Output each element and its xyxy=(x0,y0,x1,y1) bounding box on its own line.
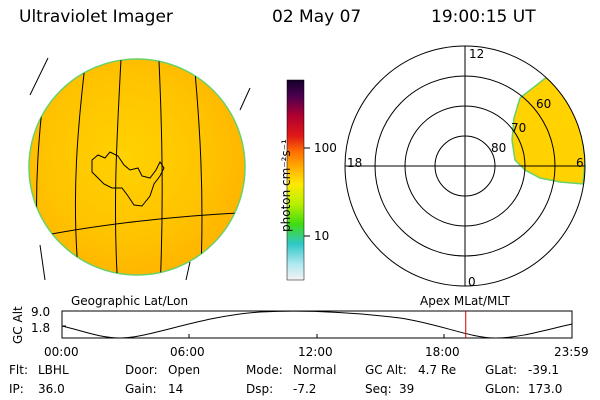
door-value: Open xyxy=(168,363,201,377)
dsp-value: -7.2 xyxy=(293,382,317,396)
apex-label: Apex MLat/MLT xyxy=(420,294,510,308)
dsp-label: Dsp: xyxy=(246,382,274,396)
alt-value: 4.7 Re xyxy=(418,363,457,377)
glat-value: -39.1 xyxy=(528,363,560,377)
seq-label: Seq: xyxy=(365,382,392,396)
earth-image xyxy=(28,58,246,276)
colorbar-tick-100: 100 xyxy=(314,141,337,155)
ip-label: IP: xyxy=(9,382,24,396)
alt-axis-label: GC Alt xyxy=(11,306,25,344)
lat-80-label: 80 xyxy=(491,141,507,155)
mode-value: Normal xyxy=(293,363,337,377)
colorbar-tick-10: 10 xyxy=(314,229,330,243)
date-label: 02 May 07 xyxy=(272,7,362,27)
glon-value: 173.0 xyxy=(528,382,563,396)
mode-label: Mode: xyxy=(246,363,283,377)
polar-plot xyxy=(344,45,586,287)
instrument-title: Ultraviolet Imager xyxy=(19,7,173,27)
ip-value: 36.0 xyxy=(38,382,65,396)
coastline xyxy=(91,151,165,207)
alt-ymin: 1.8 xyxy=(31,321,51,335)
filter-label: Flt: xyxy=(9,363,28,377)
geo-label: Geographic Lat/Lon xyxy=(71,294,189,308)
mlt-12-label: 12 xyxy=(469,47,485,61)
filter-value: LBHL xyxy=(38,363,69,377)
gain-value: 14 xyxy=(168,382,184,396)
mlt-18-label: 18 xyxy=(347,156,363,170)
seq-value: 39 xyxy=(399,382,415,396)
alt-ymax: 9.0 xyxy=(31,305,51,319)
lat-70-label: 70 xyxy=(511,121,527,135)
altitude-plot xyxy=(61,310,573,339)
altitude-curve xyxy=(61,310,573,339)
gain-label: Gain: xyxy=(125,382,157,396)
mlt-6-label: 6 xyxy=(576,156,584,170)
time-tick-4: 23:59 xyxy=(554,345,589,359)
colorbar xyxy=(286,79,305,281)
time-tick-0: 00:00 xyxy=(44,345,79,359)
door-label: Door: xyxy=(125,363,158,377)
time-tick-3: 18:00 xyxy=(425,345,460,359)
colorbar-unit-label: photon cm⁻²s⁻¹ xyxy=(279,139,293,232)
glon-label: GLon: xyxy=(485,382,520,396)
time-tick-2: 12:00 xyxy=(298,345,333,359)
glat-label: GLat: xyxy=(485,363,518,377)
alt-label: GC Alt: xyxy=(365,363,407,377)
time-tick-1: 06:00 xyxy=(170,345,205,359)
mlt-0-label: 0 xyxy=(468,275,476,289)
time-label: 19:00:15 UT xyxy=(431,7,536,27)
lat-60-label: 60 xyxy=(536,97,552,111)
